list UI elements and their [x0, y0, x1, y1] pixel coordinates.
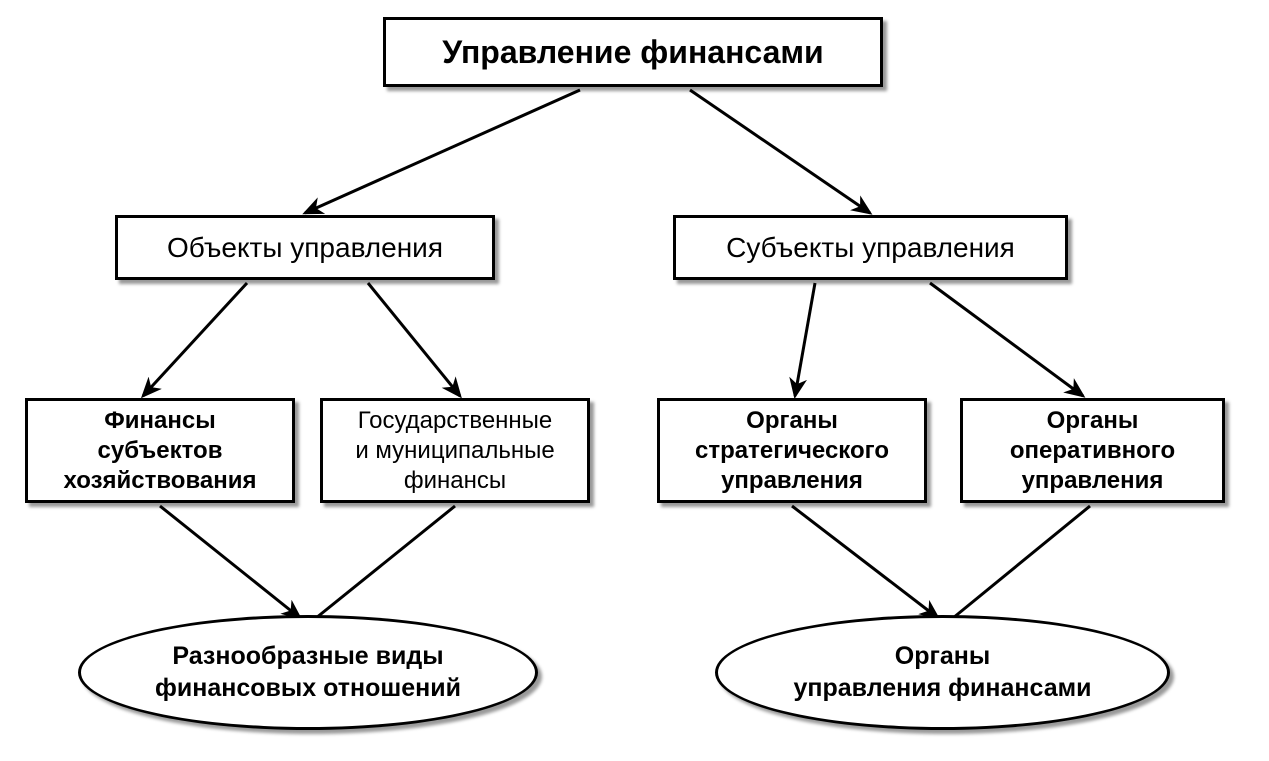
edge-7	[316, 506, 455, 618]
node-root-label: Управление финансами	[442, 32, 823, 72]
node-obj_right: Государственныеи муниципальныефинансы	[320, 398, 590, 503]
edge-1	[690, 90, 870, 213]
node-subj_left-label: Органыстратегическогоуправления	[695, 406, 889, 496]
node-objects-label: Объекты управления	[167, 230, 443, 265]
node-subjects-label: Субъекты управления	[726, 230, 1015, 265]
edge-3	[368, 283, 460, 396]
node-obj_out-label: Разнообразные видыфинансовых отношений	[155, 641, 461, 704]
edge-5	[930, 283, 1083, 396]
node-obj_right-label: Государственныеи муниципальныефинансы	[355, 406, 554, 496]
edge-0	[305, 90, 580, 213]
node-obj_left: Финансысубъектовхозяйствования	[25, 398, 295, 503]
edge-4	[795, 283, 815, 396]
node-objects: Объекты управления	[115, 215, 495, 280]
node-subj_out: Органыуправления финансами	[715, 615, 1170, 730]
node-root: Управление финансами	[383, 17, 883, 87]
node-subjects: Субъекты управления	[673, 215, 1068, 280]
node-subj_left: Органыстратегическогоуправления	[657, 398, 927, 503]
node-subj_out-label: Органыуправления финансами	[794, 641, 1092, 704]
edge-8	[792, 506, 938, 618]
node-obj_left-label: Финансысубъектовхозяйствования	[63, 406, 256, 496]
node-obj_out: Разнообразные видыфинансовых отношений	[78, 615, 538, 730]
edge-6	[160, 506, 300, 618]
node-subj_right-label: Органыоперативногоуправления	[1010, 406, 1175, 496]
edge-9	[953, 506, 1090, 618]
node-subj_right: Органыоперативногоуправления	[960, 398, 1225, 503]
edge-2	[143, 283, 247, 396]
